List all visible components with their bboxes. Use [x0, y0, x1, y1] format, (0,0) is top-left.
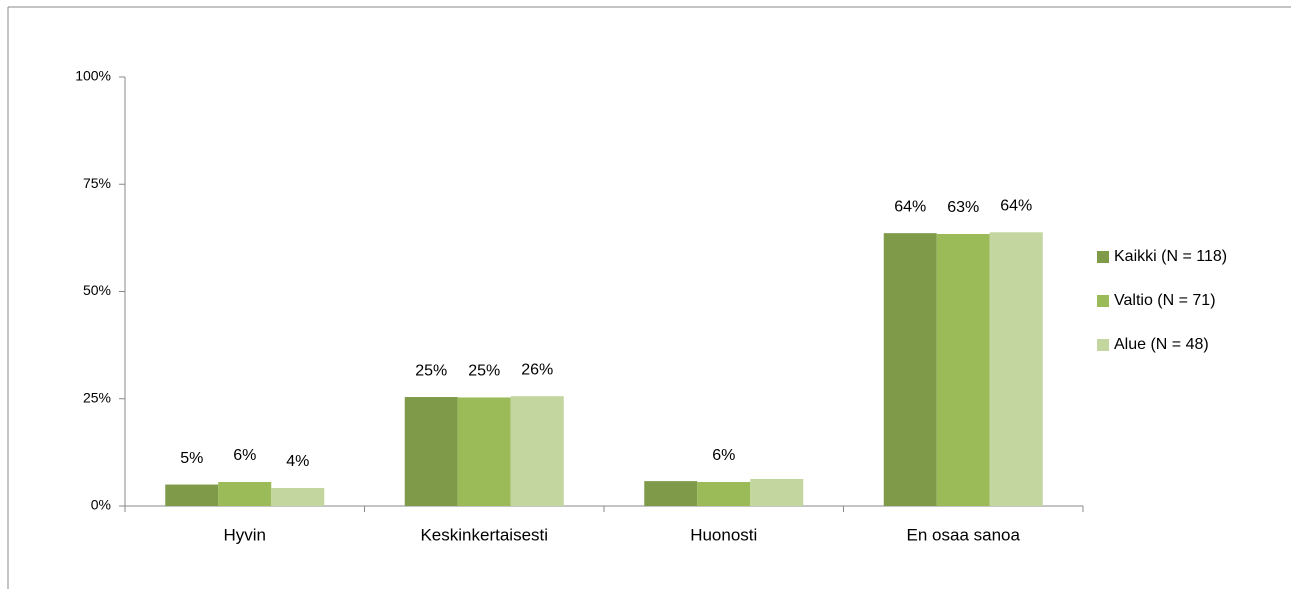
x-tick-label: Keskinkertaisesti — [420, 525, 548, 544]
value-label: 4% — [286, 453, 309, 470]
x-tick-label: En osaa sanoa — [907, 525, 1021, 544]
value-label: 6% — [233, 447, 256, 464]
value-label: 26% — [521, 361, 553, 378]
value-label: 6% — [712, 447, 735, 464]
value-label: 25% — [415, 362, 447, 379]
value-label: 64% — [894, 198, 926, 215]
value-label: 63% — [947, 199, 979, 216]
legend-swatch — [1097, 339, 1109, 351]
bar — [644, 481, 698, 506]
y-tick-label: 100% — [75, 68, 111, 84]
value-label: 64% — [1000, 198, 1032, 215]
y-tick-label: 0% — [91, 497, 111, 513]
x-tick-label: Huonosti — [690, 525, 757, 544]
bar — [697, 481, 751, 506]
bar — [936, 234, 990, 506]
bar — [750, 478, 804, 506]
bar — [457, 397, 511, 506]
legend-label: Kaikki (N = 118) — [1114, 248, 1227, 265]
bar — [218, 481, 272, 506]
bar — [271, 487, 325, 506]
legend-swatch — [1097, 251, 1109, 263]
value-label: 5% — [180, 450, 203, 467]
legend-label: Valtio (N = 71) — [1114, 292, 1216, 309]
y-tick-label: 50% — [83, 282, 111, 298]
y-tick-label: 75% — [83, 175, 111, 191]
bar — [989, 232, 1043, 506]
y-tick-label: 25% — [83, 389, 111, 405]
value-label: 25% — [468, 363, 500, 380]
legend-swatch — [1097, 295, 1109, 307]
bar — [404, 397, 458, 506]
bar — [165, 484, 219, 506]
bar — [510, 396, 564, 506]
x-tick-label: Hyvin — [223, 525, 266, 544]
legend-label: Alue (N = 48) — [1114, 336, 1209, 353]
bar — [883, 233, 937, 506]
